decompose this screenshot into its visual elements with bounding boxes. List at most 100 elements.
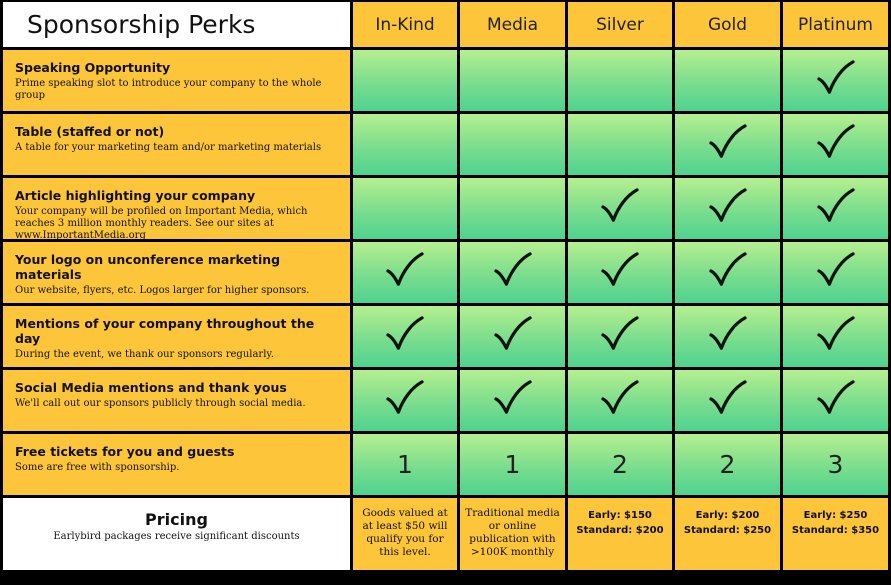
price-platinum-standard: Standard: $350: [791, 525, 880, 536]
perk-cell: [568, 50, 672, 111]
checkmark-icon: [708, 188, 747, 229]
perk-title: Your logo on unconference marketing mate…: [15, 252, 281, 282]
price-platinum: Early: $250 Standard: $350: [783, 498, 888, 570]
perk-cell: [460, 242, 565, 303]
perk-cell: [675, 370, 780, 431]
ticket-count: 1: [353, 434, 457, 495]
perk-cell: [783, 114, 888, 175]
perk-cell: [568, 114, 672, 175]
checkmark-icon: [386, 380, 424, 421]
checkmark-icon: [708, 316, 747, 357]
price-media: Traditional media or online publication …: [460, 498, 565, 570]
perk-title: Mentions of your company throughout the …: [15, 316, 315, 346]
perk-cell: [783, 242, 888, 303]
perk-cell: [675, 50, 780, 111]
perk-cell: [568, 306, 672, 367]
price-gold-early: Early: $200: [695, 510, 760, 521]
perk-cell: [353, 178, 457, 239]
checkmark-icon: [601, 188, 639, 229]
checkmark-icon: [708, 124, 747, 165]
checkmark-icon: [708, 380, 747, 421]
perk-cell: [783, 178, 888, 239]
ticket-count: 2: [568, 434, 672, 495]
perk-row-label: Social Media mentions and thank yous We'…: [3, 370, 350, 431]
perk-cell: [460, 370, 565, 431]
perk-cell: [783, 370, 888, 431]
checkmark-icon: [601, 252, 639, 293]
tier-header-inkind: In-Kind: [353, 2, 457, 47]
checkmark-icon: [386, 252, 424, 293]
perk-description: A table for your marketing team and/or m…: [15, 142, 322, 153]
perk-title: Article highlighting your company: [15, 188, 256, 203]
table-title: Sponsorship Perks: [3, 2, 350, 47]
perk-description: Some are free with sponsorship.: [15, 462, 180, 473]
price-silver-standard: Standard: $200: [576, 525, 664, 536]
perk-cell: [460, 114, 565, 175]
price-platinum-early: Early: $250: [803, 510, 868, 521]
checkmark-icon: [816, 316, 855, 357]
perk-title: Social Media mentions and thank yous: [15, 380, 287, 395]
checkmark-icon: [493, 380, 532, 421]
perk-description: We'll call out our sponsors publicly thr…: [15, 398, 306, 409]
price-silver-early: Early: $150: [588, 510, 652, 521]
perk-title: Free tickets for you and guests: [15, 444, 235, 459]
important-media-link[interactable]: www.ImportantMedia.org: [15, 230, 146, 239]
price-silver: Early: $150 Standard: $200: [568, 498, 672, 570]
checkmark-icon: [493, 252, 532, 293]
tier-header-media: Media: [460, 2, 565, 47]
perk-title: Table (staffed or not): [15, 124, 165, 139]
perk-cell: [568, 370, 672, 431]
perk-cell: [783, 50, 888, 111]
price-gold: Early: $200 Standard: $250: [675, 498, 780, 570]
perk-row-label: Speaking Opportunity Prime speaking slot…: [3, 50, 350, 111]
perk-cell: [353, 114, 457, 175]
perk-description-text: Your company will be profiled on Importa…: [15, 206, 308, 229]
price-inkind: Goods valued at at least $50 will qualif…: [353, 498, 457, 570]
perk-cell: [568, 178, 672, 239]
checkmark-icon: [816, 380, 855, 421]
perk-description: Our website, flyers, etc. Logos larger f…: [15, 285, 310, 296]
perk-cell: [675, 306, 780, 367]
checkmark-icon: [816, 124, 855, 165]
tier-header-gold: Gold: [675, 2, 780, 47]
perk-cell: [568, 242, 672, 303]
perk-cell: [460, 50, 565, 111]
checkmark-icon: [386, 316, 424, 357]
perk-description: Prime speaking slot to introduce your co…: [15, 78, 322, 101]
perk-cell: [675, 242, 780, 303]
perk-cell: [460, 306, 565, 367]
checkmark-icon: [816, 252, 855, 293]
perk-row-label: Article highlighting your company Your c…: [3, 178, 350, 239]
perk-cell: [353, 370, 457, 431]
perk-description: Your company will be profiled on Importa…: [15, 206, 340, 239]
checkmark-icon: [601, 380, 639, 421]
ticket-count: 1: [460, 434, 565, 495]
ticket-count: 2: [675, 434, 780, 495]
perk-cell: [675, 178, 780, 239]
pricing-subtitle: Earlybird packages receive significant d…: [53, 531, 300, 542]
checkmark-icon: [601, 316, 639, 357]
checkmark-icon: [708, 252, 747, 293]
checkmark-icon: [493, 316, 532, 357]
perk-cell: [460, 178, 565, 239]
perk-title: Speaking Opportunity: [15, 60, 171, 75]
tier-header-platinum: Platinum: [783, 2, 888, 47]
perk-cell: [675, 114, 780, 175]
perk-cell: [353, 50, 457, 111]
tier-header-silver: Silver: [568, 2, 672, 47]
ticket-count: 3: [783, 434, 888, 495]
perk-cell: [353, 242, 457, 303]
pricing-label: Pricing Earlybird packages receive signi…: [3, 498, 350, 570]
perk-row-label: Free tickets for you and guests Some are…: [3, 434, 350, 495]
perk-cell: [353, 306, 457, 367]
checkmark-icon: [816, 60, 855, 101]
perk-row-label: Table (staffed or not) A table for your …: [3, 114, 350, 175]
price-gold-standard: Standard: $250: [683, 525, 772, 536]
perk-description: During the event, we thank our sponsors …: [15, 349, 274, 360]
checkmark-icon: [816, 188, 855, 229]
perk-cell: [783, 306, 888, 367]
pricing-title: Pricing: [145, 510, 208, 529]
perk-row-label: Mentions of your company throughout the …: [3, 306, 350, 367]
perk-row-label: Your logo on unconference marketing mate…: [3, 242, 350, 303]
